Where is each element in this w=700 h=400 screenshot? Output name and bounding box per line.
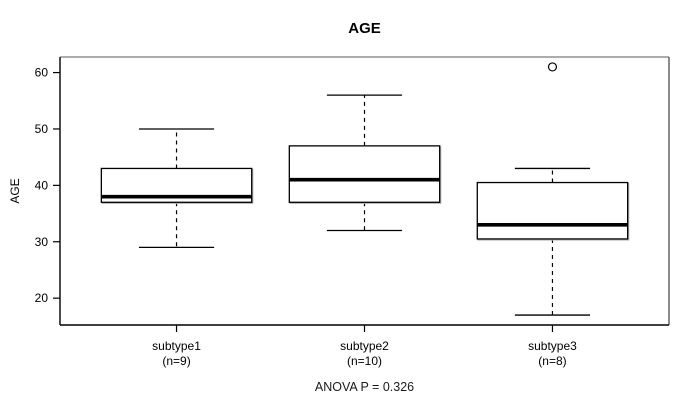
x-tick-label-subtype3: subtype3 (528, 339, 577, 353)
x-tick-label-subtype2: subtype2 (340, 339, 389, 353)
box-subtype3 (476, 181, 629, 240)
anova-p-text: ANOVA P = 0.326 (314, 380, 415, 394)
y-tick-label-30: 30 (35, 235, 49, 249)
x-tick-count-subtype1: (n=9) (162, 354, 190, 368)
x-tick-count-subtype3: (n=8) (538, 354, 566, 368)
box-subtype2 (288, 145, 441, 203)
chart-title: AGE (348, 20, 381, 37)
y-tick-label-40: 40 (35, 178, 49, 192)
x-tick-label-subtype1: subtype1 (152, 339, 201, 353)
outlier-subtype3-61 (547, 62, 558, 72)
x-tick-count-subtype2: (n=10) (347, 354, 382, 368)
y-tick-label-60: 60 (35, 66, 49, 80)
y-tick-label-20: 20 (35, 291, 49, 305)
y-tick-label-50: 50 (35, 122, 49, 136)
